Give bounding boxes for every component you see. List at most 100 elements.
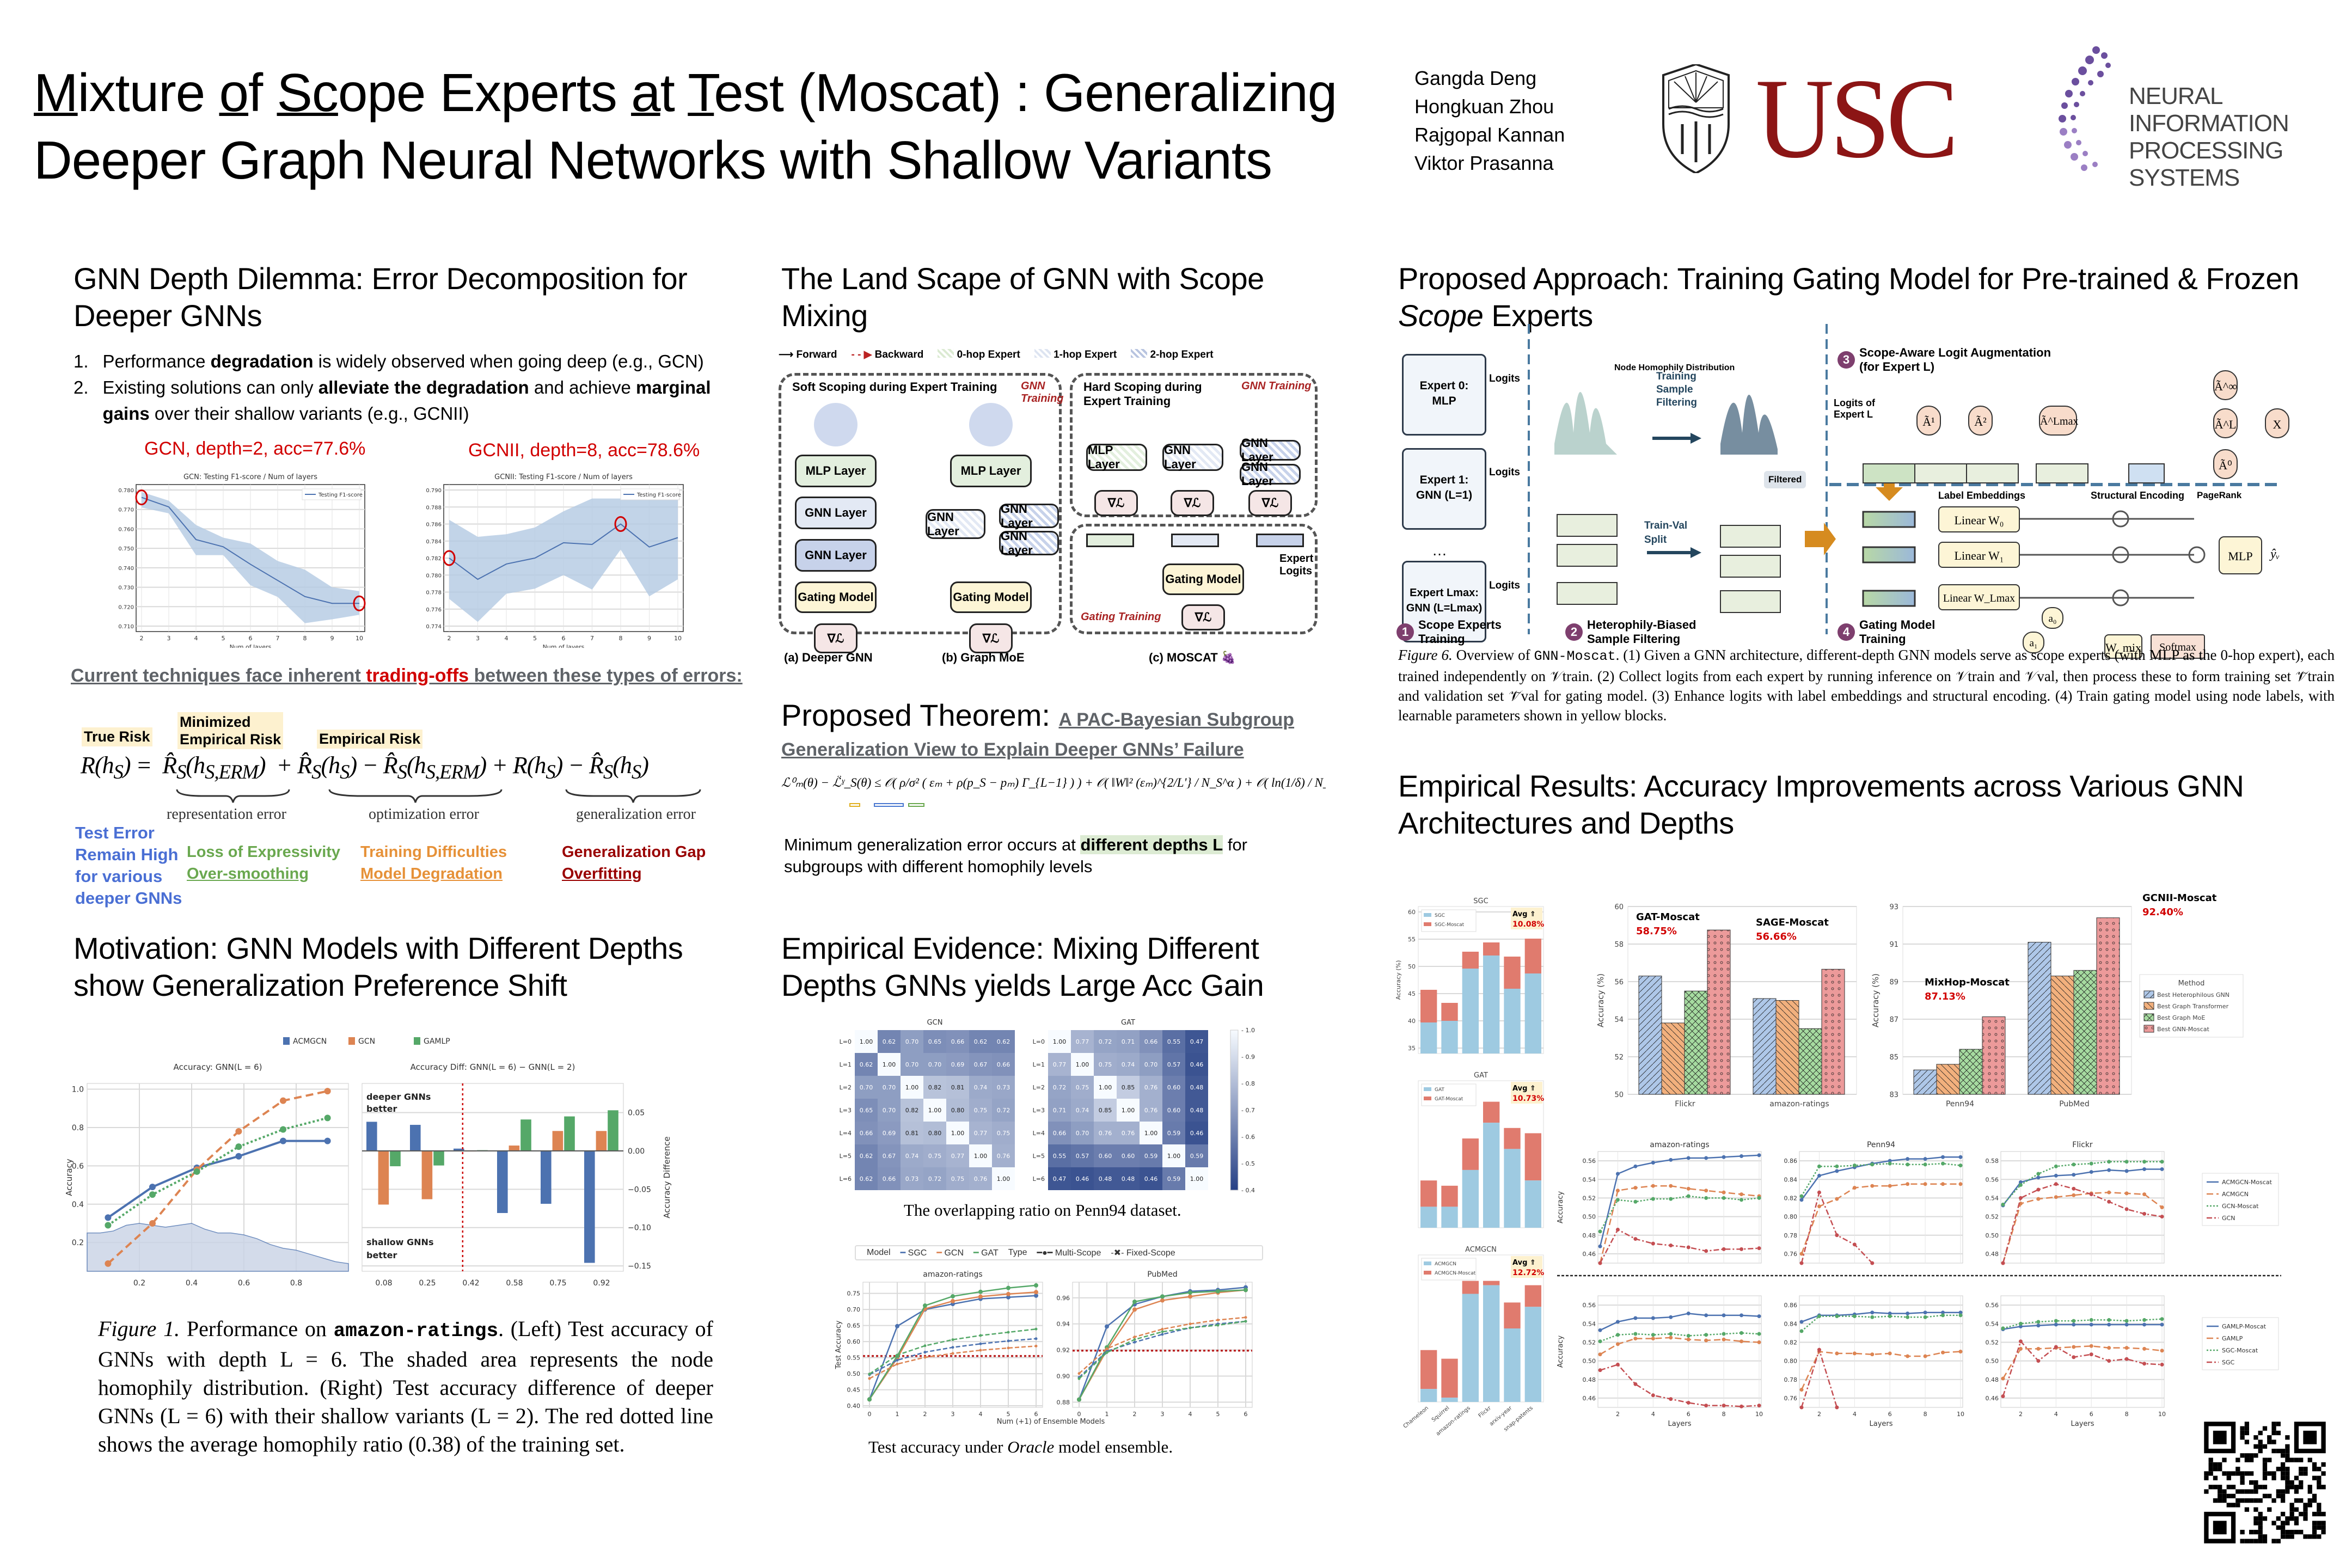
qr-module — [2280, 1462, 2286, 1467]
row-label: L=3 — [1033, 1107, 1045, 1114]
data-point — [1034, 1344, 1038, 1347]
data-point — [979, 1349, 982, 1352]
cell-value: 0.74 — [974, 1084, 988, 1091]
data-point — [2089, 1352, 2093, 1357]
cell-value: 0.46 — [1190, 1130, 1204, 1137]
cell-value: 0.76 — [1122, 1130, 1135, 1137]
qr-module — [2317, 1467, 2322, 1472]
data-point — [2036, 1324, 2041, 1328]
qr-module — [2321, 1471, 2326, 1476]
homophily-density — [87, 1223, 349, 1272]
qr-module — [2299, 1529, 2304, 1535]
qr-module — [2204, 1471, 2209, 1476]
data-point — [1633, 1199, 1638, 1204]
qr-module — [2235, 1457, 2240, 1462]
y-tick-label: 0.780 — [118, 488, 134, 494]
y-tick-label: 0.75 — [847, 1290, 861, 1297]
qr-code[interactable] — [2200, 1417, 2330, 1548]
data-point — [1244, 1288, 1248, 1293]
heatmap-cell — [1162, 1030, 1185, 1053]
data-point — [1888, 1314, 1892, 1319]
x-tick-label: 10 — [674, 635, 682, 642]
y-tick-label: 0.730 — [118, 585, 134, 591]
data-point — [1007, 1339, 1010, 1343]
data-point — [1686, 1337, 1690, 1342]
y-axis-label: Accuracy Difference — [662, 1136, 672, 1218]
qr-module — [2208, 1471, 2213, 1476]
data-point — [1906, 1162, 1910, 1167]
data-point — [2089, 1318, 2093, 1322]
bar — [1661, 1022, 1685, 1095]
qr-module — [2231, 1493, 2236, 1498]
qr-module — [2218, 1489, 2222, 1494]
linear-wlmax-block: Linear W_Lmax — [1938, 584, 2020, 610]
data-point — [1739, 1313, 1744, 1318]
error-type-training: Training Difficulties Model Degradation — [360, 843, 507, 883]
training-filter-label: Training Sample Filtering — [1656, 371, 1697, 408]
cell-value: 0.60 — [1099, 1153, 1112, 1160]
y-tick-label: 40 — [1408, 1018, 1416, 1025]
chart-title: Accuracy: GNN(L = 6) — [174, 1062, 262, 1072]
neurips-logo: NEURAL INFORMATION PROCESSING SYSTEMS — [2036, 44, 2352, 191]
heatmap-cell — [901, 1030, 923, 1053]
bar — [1798, 1028, 1822, 1095]
caption-moscat: (c) MOSCAT 🍇 — [1149, 651, 1236, 664]
data-point — [1633, 1316, 1638, 1320]
y-tick-label: 0.774 — [426, 624, 442, 630]
x-tick-label: 0.92 — [593, 1279, 610, 1288]
heatmap-cell — [878, 1030, 901, 1053]
x-tick-label: 8 — [1924, 1411, 1927, 1418]
gnn-layer-block: GNN Layer — [926, 509, 985, 539]
heatmap-cell — [992, 1053, 1015, 1076]
data-point — [1006, 1291, 1010, 1296]
qr-module — [2218, 1493, 2222, 1498]
a1-block: a₁ — [2023, 632, 2044, 653]
cell-value: 0.75 — [997, 1130, 1010, 1137]
y-tick-label: 0.784 — [426, 539, 442, 545]
risk-equation: R(hS) = R̂S(hS,ERM) + R̂S(hS) − R̂S(hS,E… — [81, 752, 649, 783]
bar — [378, 1150, 389, 1205]
y-tick-label: 83 — [1889, 1091, 1898, 1099]
data-point — [1704, 1189, 1708, 1193]
heatmap-cell — [1048, 1167, 1071, 1190]
y-tick-label: 0.778 — [426, 590, 442, 596]
gnn-layer-block: GNN Layer — [1240, 436, 1301, 464]
data-point — [2001, 1376, 2005, 1381]
graph-icon — [969, 403, 1013, 446]
data-point — [1835, 1314, 1839, 1319]
x-tick-label: 8 — [1722, 1411, 1726, 1418]
legend-label: Testing F1-score — [318, 492, 363, 498]
loss-gradient-block: ∇ℒ — [1094, 490, 1138, 516]
cell-value: 0.46 — [1190, 1061, 1204, 1068]
bar-base — [1524, 1180, 1541, 1228]
y-tick-label: 0.2 — [72, 1239, 84, 1247]
qr-module — [2317, 1480, 2322, 1485]
y-tick-label: 0.86 — [1784, 1157, 1798, 1165]
step-4: 4 Gating Model Training — [1837, 618, 1946, 646]
bar — [2096, 917, 2120, 1095]
theorem-formula: ℒ⁰ₘ(θ) − ℒ̂ᵞ_S(θ) ≤ 𝒪( ρ/σ² ( εₘ + ρ(p_S… — [781, 776, 1326, 789]
y-tick-label: 89 — [1889, 978, 1898, 987]
heatmap-cell — [1117, 1076, 1140, 1099]
heatmap-cell — [1071, 1099, 1094, 1122]
y-tick-label: 0.56 — [1583, 1157, 1596, 1165]
graph-icon — [814, 403, 857, 446]
qr-module — [2280, 1448, 2286, 1454]
qr-module — [2208, 1467, 2213, 1472]
qr-module — [2244, 1507, 2250, 1512]
bar-moscat — [1420, 1350, 1437, 1389]
tradeoff-heading: Current techniques face inherent trading… — [71, 665, 743, 686]
qr-module — [2258, 1534, 2263, 1539]
qr-module — [2285, 1453, 2290, 1458]
qr-module — [2271, 1471, 2276, 1476]
cell-value: 0.66 — [860, 1130, 873, 1137]
data-point — [1669, 1184, 1673, 1188]
qr-module — [2289, 1503, 2294, 1508]
data-point — [2054, 1173, 2058, 1178]
heatmap-cell — [1162, 1167, 1185, 1190]
data-point — [2036, 1359, 2041, 1363]
title-fragment: ixture — [77, 63, 219, 122]
cell-value: 0.59 — [1144, 1153, 1158, 1160]
qr-module — [2208, 1485, 2213, 1490]
cell-value: 0.75 — [1076, 1084, 1089, 1091]
